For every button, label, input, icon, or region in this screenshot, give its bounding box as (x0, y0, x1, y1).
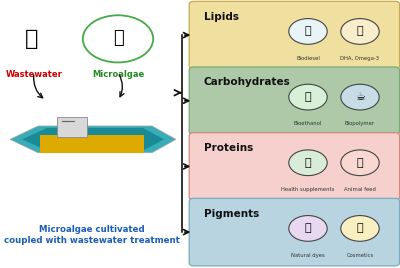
Text: Pigments: Pigments (204, 209, 259, 219)
Text: 🚢: 🚢 (25, 29, 39, 49)
Text: Natural dyes: Natural dyes (291, 253, 325, 258)
Polygon shape (22, 128, 164, 151)
Text: Proteins: Proteins (204, 143, 253, 153)
FancyBboxPatch shape (57, 117, 87, 137)
Text: 🌿: 🌿 (305, 92, 311, 102)
Text: Microalgae cultivated
coupled with wastewater treatment: Microalgae cultivated coupled with waste… (4, 225, 180, 245)
Circle shape (341, 215, 379, 241)
Polygon shape (46, 132, 140, 147)
Text: 🟣: 🟣 (305, 224, 311, 233)
Text: 🍖: 🍖 (357, 158, 363, 168)
FancyBboxPatch shape (189, 67, 400, 135)
Polygon shape (40, 141, 144, 153)
Circle shape (341, 150, 379, 176)
Text: 🟡: 🟡 (357, 27, 363, 36)
Text: 🌿: 🌿 (113, 28, 123, 47)
Circle shape (289, 84, 327, 110)
Circle shape (289, 18, 327, 44)
Text: Health supplements: Health supplements (281, 187, 335, 192)
Circle shape (289, 150, 327, 176)
FancyBboxPatch shape (189, 198, 400, 266)
Text: Bioethanol: Bioethanol (294, 121, 322, 126)
Text: 🔧: 🔧 (305, 27, 311, 36)
Text: 💄: 💄 (357, 224, 363, 233)
Text: Microalgae: Microalgae (92, 70, 144, 79)
FancyBboxPatch shape (189, 1, 400, 69)
Text: Biodiesel: Biodiesel (296, 56, 320, 61)
Polygon shape (10, 126, 176, 153)
Text: DHA, Omega-3: DHA, Omega-3 (340, 56, 380, 61)
Text: Carbohydrates: Carbohydrates (204, 77, 291, 87)
Text: Animal feed: Animal feed (344, 187, 376, 192)
Text: Biopolymer: Biopolymer (345, 121, 375, 126)
Circle shape (83, 15, 153, 62)
FancyBboxPatch shape (189, 133, 400, 200)
Circle shape (289, 215, 327, 241)
Polygon shape (40, 135, 144, 147)
Text: Cosmetics: Cosmetics (346, 253, 374, 258)
Text: 💊: 💊 (305, 158, 311, 168)
Text: ☕: ☕ (355, 92, 365, 102)
Text: Lipids: Lipids (204, 12, 239, 22)
Text: Wastewater: Wastewater (6, 70, 62, 79)
Circle shape (341, 84, 379, 110)
Circle shape (341, 18, 379, 44)
